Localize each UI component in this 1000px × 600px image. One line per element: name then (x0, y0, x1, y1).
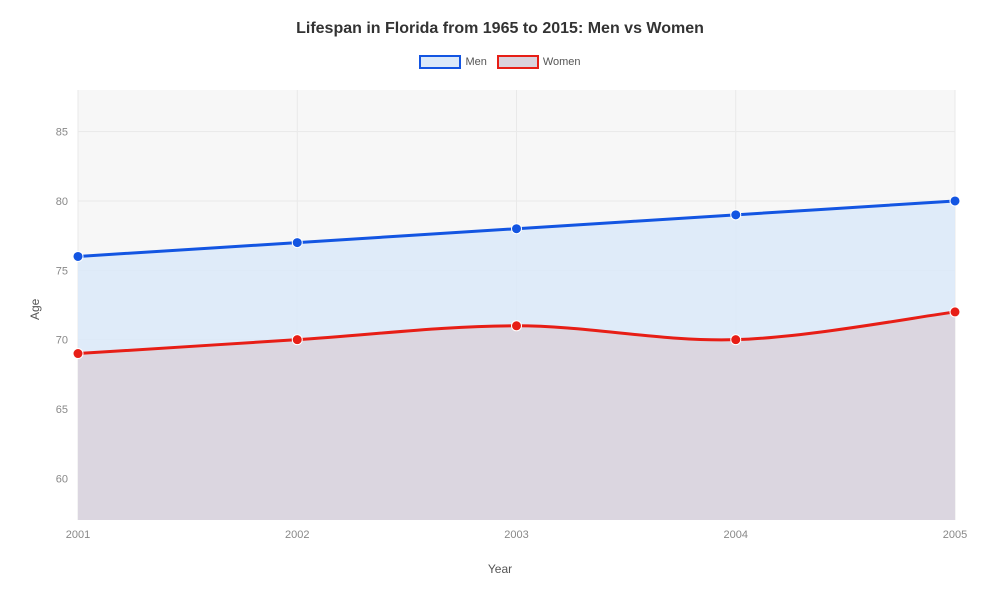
marker-women (73, 349, 83, 359)
x-tick: 2004 (724, 529, 748, 541)
x-tick-labels: 2001 2002 2003 2004 2005 (66, 529, 967, 541)
x-tick: 2005 (943, 529, 967, 541)
marker-women (731, 335, 741, 345)
x-axis-label: Year (0, 562, 1000, 576)
marker-men (512, 224, 522, 234)
x-tick: 2002 (285, 529, 309, 541)
y-tick: 65 (56, 404, 68, 416)
marker-women (292, 335, 302, 345)
marker-men (731, 210, 741, 220)
y-tick: 85 (56, 127, 68, 139)
y-tick: 60 (56, 473, 68, 485)
marker-men (950, 196, 960, 206)
marker-men (292, 238, 302, 248)
y-tick-labels: 60 65 70 75 80 85 (56, 127, 68, 486)
chart-container: Lifespan in Florida from 1965 to 2015: M… (0, 0, 1000, 600)
y-tick: 80 (56, 196, 68, 208)
x-tick: 2003 (504, 529, 528, 541)
x-tick: 2001 (66, 529, 90, 541)
y-tick: 75 (56, 265, 68, 277)
marker-women (512, 321, 522, 331)
y-tick: 70 (56, 335, 68, 347)
y-axis-label: Age (28, 299, 42, 320)
chart-svg: 2001 2002 2003 2004 2005 60 65 70 75 80 85 (0, 0, 1000, 600)
marker-men (73, 251, 83, 261)
marker-women (950, 307, 960, 317)
